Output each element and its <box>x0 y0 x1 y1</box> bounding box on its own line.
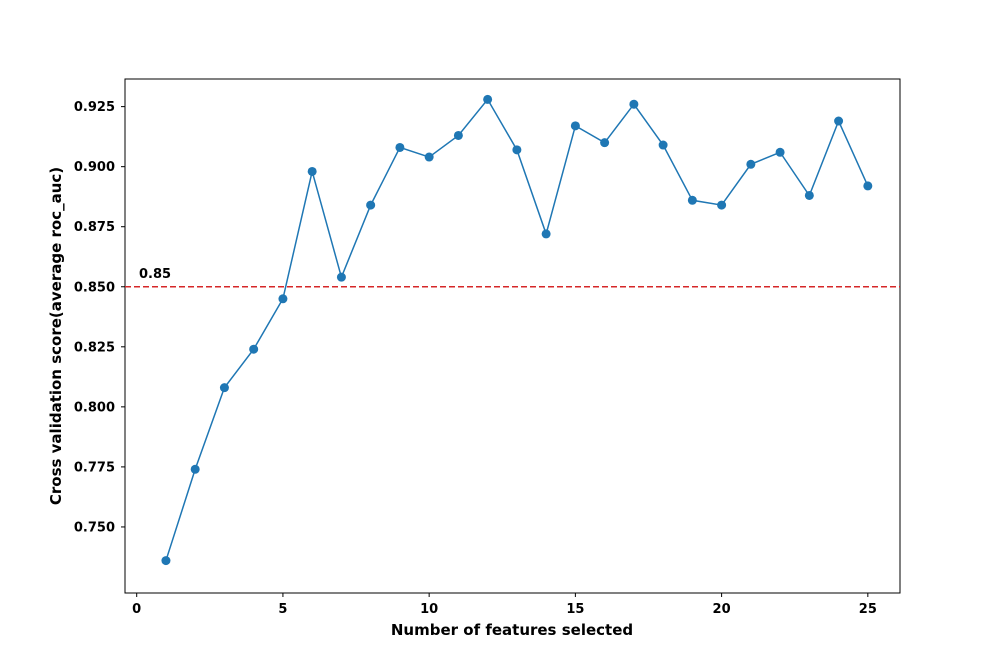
data-point <box>775 147 785 157</box>
data-point <box>161 556 171 566</box>
y-tick-label: 0.875 <box>74 220 115 235</box>
data-point <box>863 181 873 191</box>
data-point <box>483 94 493 104</box>
data-point <box>307 166 317 176</box>
data-point <box>190 464 200 474</box>
data-point <box>424 152 434 162</box>
data-point <box>219 383 229 393</box>
data-point <box>600 138 610 148</box>
data-point <box>512 145 522 155</box>
x-tick-label: 5 <box>278 602 287 617</box>
y-tick-label: 0.925 <box>74 100 115 115</box>
x-tick-label: 15 <box>566 602 584 617</box>
x-axis: 0 5 10 15 20 25 <box>132 593 877 617</box>
y-axis: 0.750 0.775 0.800 0.825 0.850 0.875 0.900 0.925 <box>74 100 125 535</box>
data-point <box>834 116 844 126</box>
x-tick-label: 20 <box>713 602 731 617</box>
reference-line-label: 0.85 <box>139 267 171 282</box>
data-point <box>541 229 551 239</box>
data-point <box>687 195 697 205</box>
data-point <box>336 272 346 282</box>
data-point <box>629 99 639 109</box>
y-tick-label: 0.775 <box>74 460 115 475</box>
y-tick-label: 0.850 <box>74 280 115 295</box>
data-point <box>746 159 756 169</box>
series-markers <box>161 94 873 566</box>
data-point <box>804 190 814 200</box>
y-tick-label: 0.900 <box>74 160 115 175</box>
data-point <box>658 140 668 150</box>
y-tick-label: 0.800 <box>74 400 115 415</box>
x-tick-label: 25 <box>859 602 877 617</box>
data-point <box>570 121 580 131</box>
plot-area <box>124 78 901 594</box>
data-point <box>717 200 727 210</box>
data-point <box>453 130 463 140</box>
data-point <box>278 294 288 304</box>
data-point <box>395 142 405 152</box>
x-tick-label: 0 <box>132 602 141 617</box>
x-tick-label: 10 <box>420 602 438 617</box>
y-tick-label: 0.825 <box>74 340 115 355</box>
data-point <box>249 344 259 354</box>
y-tick-label: 0.750 <box>74 520 115 535</box>
x-axis-title: Number of features selected <box>391 621 633 639</box>
data-point <box>366 200 376 210</box>
y-axis-title: Cross validation score(average roc_auc) <box>47 167 65 505</box>
